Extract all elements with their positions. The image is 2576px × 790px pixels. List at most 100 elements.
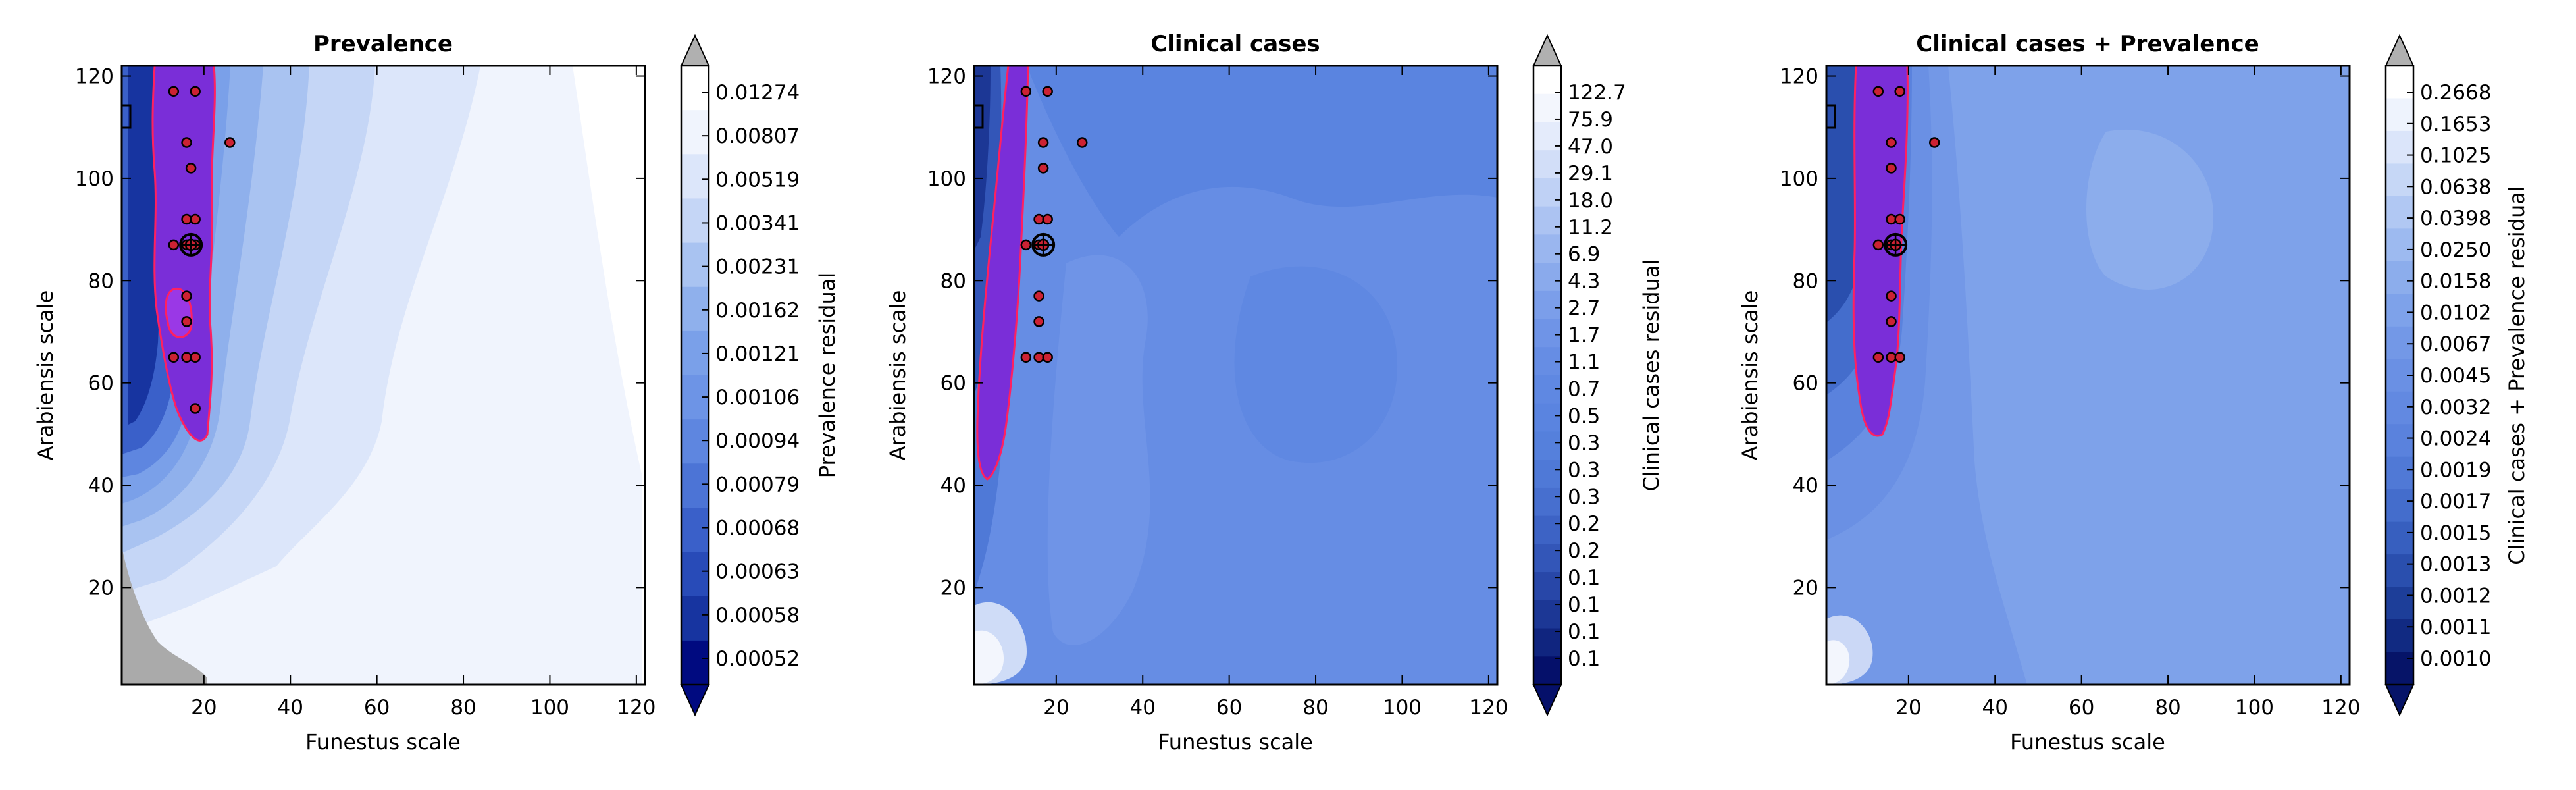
data-point [1042,86,1053,97]
colorbar-tick-label: 0.2 [1568,512,1600,536]
colorbar-tick-label: 122.7 [1568,81,1626,105]
colorbar-segment [1533,66,1561,95]
colorbar-tick-label: 0.1 [1568,566,1600,590]
colorbar-tick-label: 0.0158 [2420,270,2491,294]
colorbar-under-arrow [1532,684,1562,717]
colorbar-tick-label: 0.1653 [2420,113,2491,136]
colorbar-tick-label: 0.0250 [2420,238,2491,262]
colorbar-segment [1533,234,1561,263]
colorbar-tick-label: 0.0015 [2420,521,2491,545]
data-point [1020,352,1032,363]
colorbar-tick-label: 0.0017 [2420,490,2491,514]
chart-title: Prevalence [313,31,453,57]
colorbar-tick-label: 0.00079 [715,473,800,496]
colorbar-tick-label: 0.2 [1568,539,1600,563]
colorbar-tick-label: 0.0102 [2420,301,2491,325]
colorbar-segment [2386,326,2413,359]
colorbar-tick-label: 1.7 [1568,324,1600,348]
colorbar-tick-label: 0.0013 [2420,553,2491,577]
x-axis-label: Funestus scale [2010,729,2165,754]
colorbar-segment [1533,487,1561,517]
contour-band [1047,255,1150,645]
y-tick-label: 80 [88,269,114,293]
y-tick-label: 60 [1793,372,1818,396]
colorbar-tick-label: 1.1 [1568,351,1600,375]
colorbar-tick-label: 0.0011 [2420,616,2491,639]
colorbar-tick-label: 2.7 [1568,297,1600,321]
data-point [1020,86,1032,97]
colorbar-tick-label: 0.7 [1568,377,1600,401]
colorbar-segment [2386,261,2413,294]
colorbar-segment [2386,391,2413,425]
colorbar-segment [1533,431,1561,460]
colorbar-tick-label: 0.0638 [2420,175,2491,199]
data-point [1886,316,1897,327]
colorbar-segment [2386,652,2413,685]
colorbar-segment [681,419,709,464]
colorbar-segment [2386,130,2413,164]
marker-box [122,104,132,129]
colorbar-segment [1533,515,1561,544]
y-tick-label: 40 [940,474,966,498]
colorbar-tick-label: 75.9 [1568,108,1613,132]
y-tick-label: 40 [88,474,114,498]
contour-band [974,66,991,250]
x-tick-label: 40 [1130,696,1156,720]
colorbar-segment [1533,403,1561,432]
colorbar: 122.7 75.9 47.0 29.1 18.0 11.2 6.9 4.3 2.7 1.7 1.1… [1532,34,1626,717]
data-point [1037,137,1049,148]
plot-frame [1825,65,2351,686]
colorbar-under-arrow [680,684,710,717]
colorbar-tick-label: 0.0019 [2420,458,2491,482]
data-point [224,137,236,148]
colorbar-tick-label: 0.0045 [2420,364,2491,388]
colorbar-segment [681,286,709,332]
colorbar-frame [680,65,710,686]
x-tick-label: 100 [1383,696,1422,720]
colorbar-segment [1533,628,1561,657]
panel-prevalence: Prevalence 20 40 60 80 100 120 20 40 60 80 100 120… [33,31,840,754]
colorbar-tick-label: 0.0032 [2420,396,2491,419]
colorbar-over-arrow [2384,34,2415,66]
colorbar-segment [681,552,709,597]
contour-band [1234,266,1398,463]
marker-box [974,104,984,129]
colorbar-segment [2386,619,2413,653]
contour-band [2086,129,2214,290]
colorbar: 0.2668 0.1653 0.1025 0.0638 0.0398 0.0250 0.01… [2384,34,2491,717]
data-point [1886,290,1897,302]
colorbar-segment [681,242,709,288]
data-point [190,213,201,225]
colorbar-label: Prevalence residual [815,273,840,479]
data-point [1077,137,1088,148]
panel-clinical-cases-plus-prevalence: Clinical cases + Prevalence 20 40 60 80 100 1… [1738,31,2529,754]
colorbar-tick-label: 6.9 [1568,243,1600,267]
colorbar-over-arrow [680,34,710,66]
heatmap-area [974,66,1497,685]
x-tick-label: 20 [1895,696,1921,720]
colorbar-frame [1532,65,1562,686]
plot-frame [120,65,646,686]
data-point [1886,137,1897,148]
chart-title: Clinical cases [1150,31,1320,57]
colorbar-segment [1533,150,1561,179]
data-point [1042,213,1053,225]
heatmap-area [1826,66,2350,685]
colorbar-tick-label: 0.5 [1568,404,1600,428]
y-tick-label: 80 [1793,269,1818,293]
data-point [1872,239,1884,251]
colorbar-segment [1533,656,1561,685]
colorbar-tick-label: 0.00052 [715,647,800,671]
colorbar-tick-label: 18.0 [1568,189,1613,213]
y-tick-label: 120 [927,65,966,89]
x-tick-label: 60 [364,696,390,720]
colorbar-segment [2386,521,2413,555]
colorbar-tick-label: 29.1 [1568,162,1613,186]
y-tick-label: 80 [940,269,966,293]
y-tick-label: 100 [75,167,114,191]
y-axis-label: Arabiensis scale [33,290,58,461]
colorbar-segment [2386,98,2413,132]
colorbar-segment [2386,66,2413,99]
colorbar-segment [681,596,709,641]
data-point [1037,163,1049,174]
